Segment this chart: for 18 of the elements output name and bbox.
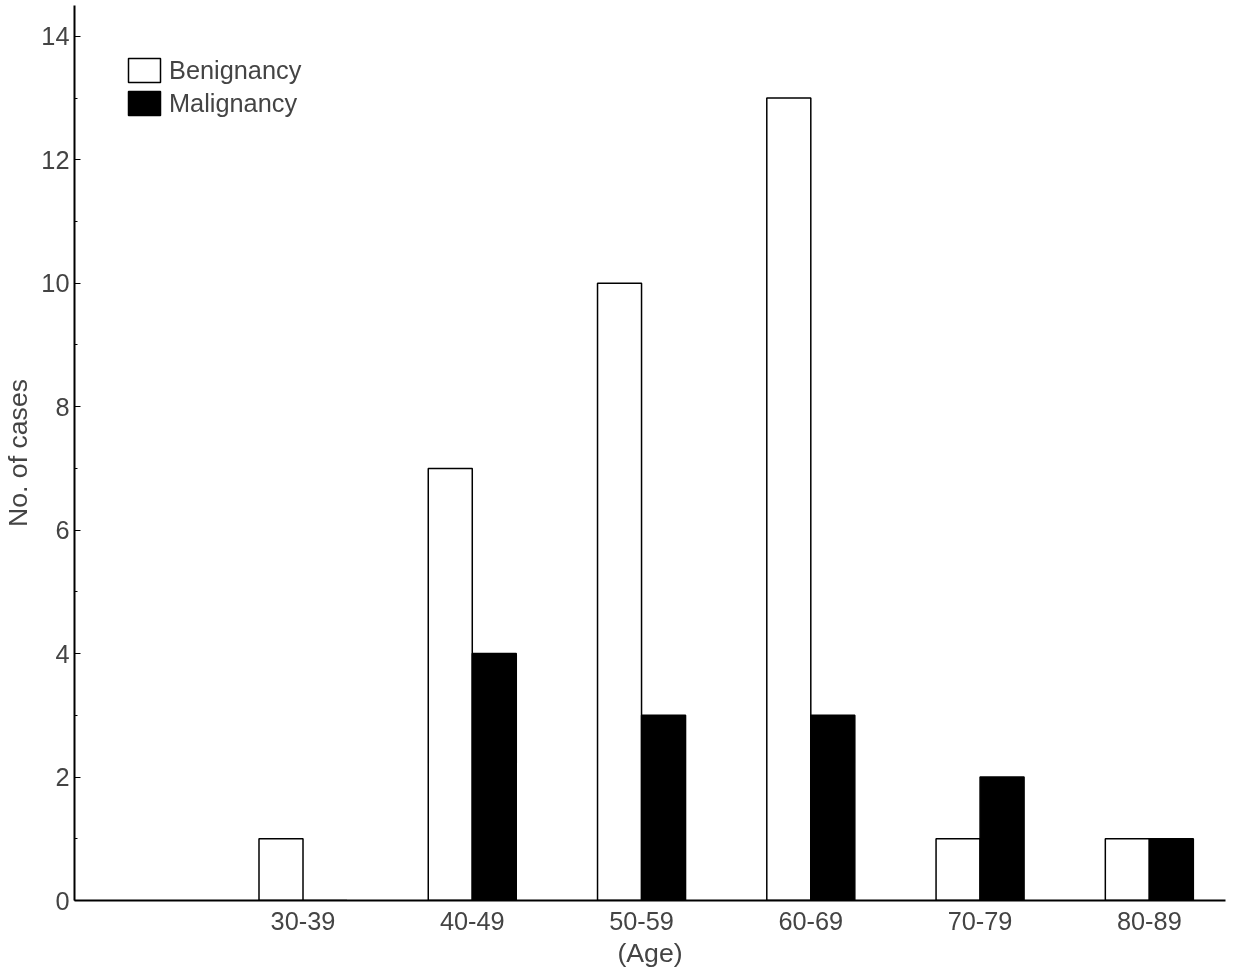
legend-label: Benignancy (169, 55, 302, 85)
x-tick-label: 80-89 (1116, 906, 1182, 935)
y-tick-label: 10 (41, 269, 70, 298)
x-tick-label: 70-79 (947, 906, 1013, 935)
x-tick-label: 30-39 (270, 906, 336, 935)
x-axis-title: (Age) (617, 937, 683, 968)
y-axis-title: No. of cases (3, 378, 34, 528)
y-tick-label: 14 (41, 22, 70, 51)
x-tick-label: 40-49 (439, 906, 505, 935)
legend-label: Malignancy (169, 88, 298, 118)
y-tick-label: 0 (55, 886, 70, 915)
y-tick-label: 12 (41, 145, 70, 174)
y-tick-label: 2 (55, 763, 70, 792)
x-tick-label: 50-59 (609, 906, 674, 935)
y-tick-label: 6 (55, 516, 70, 545)
x-tick-label: 60-69 (778, 906, 844, 935)
y-tick-label: 8 (55, 392, 70, 421)
y-tick-label: 4 (55, 639, 70, 668)
